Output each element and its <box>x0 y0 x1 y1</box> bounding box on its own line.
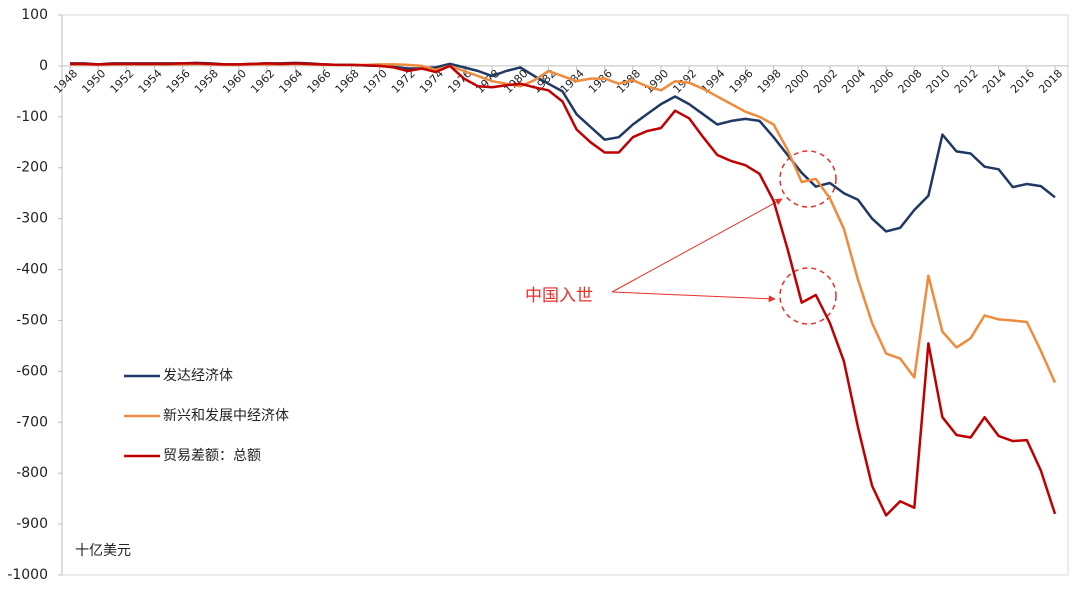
x-tick-label: 1994 <box>699 67 728 96</box>
x-tick-label: 2004 <box>839 67 868 96</box>
legend-label: 新兴和发展中经济体 <box>163 408 289 424</box>
y-tick-label: -900 <box>16 516 48 532</box>
x-tick-label: 1956 <box>164 67 193 96</box>
x-tick-label: 1970 <box>361 67 390 96</box>
x-tick-label: 2006 <box>867 67 896 96</box>
y-unit-label: 十亿美元 <box>75 543 131 559</box>
y-tick-label: -200 <box>16 160 48 176</box>
x-tick-label: 1952 <box>108 67 137 96</box>
x-tick-label: 1954 <box>136 67 165 96</box>
x-tick-label: 1962 <box>248 67 277 96</box>
x-tick-label: 1958 <box>192 67 221 96</box>
y-tick-label: -800 <box>16 465 48 481</box>
annotation-arrow <box>611 291 776 303</box>
legend-label: 发达经济体 <box>163 368 233 384</box>
y-tick-label: -500 <box>16 312 48 328</box>
x-tick-label: 1966 <box>305 67 334 96</box>
series-line <box>70 62 1057 384</box>
x-tick-label: 1960 <box>220 67 249 96</box>
x-tick-label: 2008 <box>896 67 925 96</box>
x-tick-label: 2014 <box>980 67 1009 96</box>
x-tick-label: 1948 <box>51 67 80 96</box>
x-tick-label: 2012 <box>952 67 981 96</box>
x-tick-label: 1950 <box>79 67 108 96</box>
x-tick-label: 2000 <box>783 67 812 96</box>
highlight-circle <box>779 150 837 208</box>
series-line <box>70 62 1057 517</box>
x-tick-label: 2002 <box>811 67 840 96</box>
y-tick-label: 0 <box>39 58 48 74</box>
legend-label: 贸易差额：总额 <box>163 448 261 464</box>
y-tick-label: -100 <box>16 109 48 125</box>
y-tick-label: -400 <box>16 262 48 278</box>
x-tick-label: 2016 <box>1008 67 1037 96</box>
y-tick-label: 100 <box>21 7 48 23</box>
y-tick-label: -1000 <box>7 567 48 583</box>
x-tick-label: 1964 <box>276 67 305 96</box>
x-tick-label: 1996 <box>727 67 756 96</box>
annotation-arrow <box>611 198 783 293</box>
y-tick-label: -300 <box>16 211 48 227</box>
annotation: 中国入世 <box>525 286 593 306</box>
y-tick-label: -600 <box>16 363 48 379</box>
x-tick-label: 1968 <box>333 67 362 96</box>
x-tick-label: 1972 <box>389 67 418 96</box>
highlight-circle <box>779 267 837 325</box>
x-tick-label: 2010 <box>924 67 953 96</box>
x-tick-label: 1998 <box>755 67 784 96</box>
x-tick-label: 1990 <box>642 67 671 96</box>
x-tick-label: 2018 <box>1036 67 1065 96</box>
y-tick-label: -700 <box>16 414 48 430</box>
